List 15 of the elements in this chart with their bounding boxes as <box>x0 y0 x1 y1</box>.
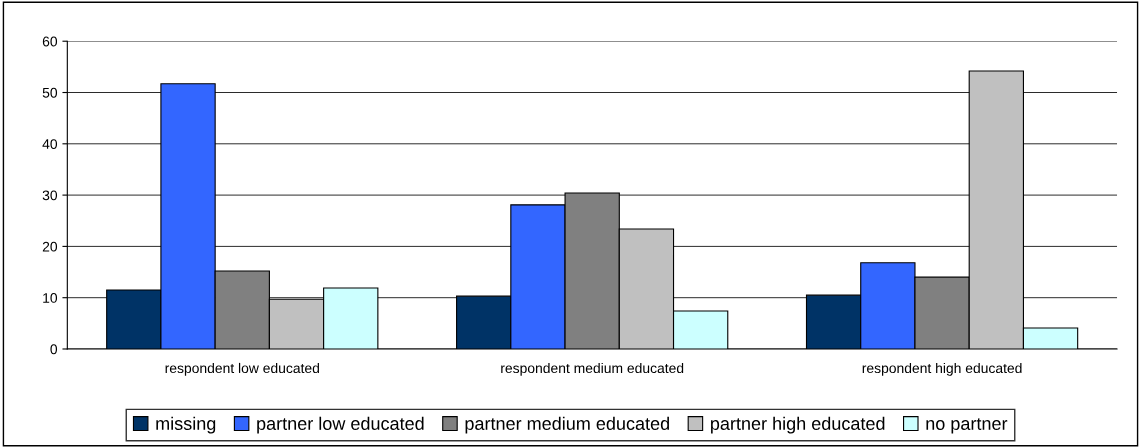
legend-label: missing <box>156 416 216 434</box>
y-tick-label: 10 <box>43 293 58 303</box>
legend-label: partner low educated <box>257 416 424 434</box>
y-tick-label: 50 <box>42 87 58 98</box>
legend-label: no partner <box>926 418 1008 434</box>
y-tick-label: 20 <box>42 241 58 252</box>
legend-label: partner medium educated <box>465 416 669 434</box>
x-tick-label: respondent medium educated <box>501 362 684 376</box>
y-tick-label: 30 <box>42 190 58 201</box>
y-tick-label: 40 <box>42 139 58 149</box>
x-tick-label: respondent low educated <box>165 362 319 376</box>
legend-label: partner high educated <box>711 416 885 434</box>
x-tick-label: respondent high educated <box>862 362 1022 376</box>
y-tick-label: 0 <box>50 344 58 355</box>
y-tick-label: 60 <box>42 36 58 47</box>
